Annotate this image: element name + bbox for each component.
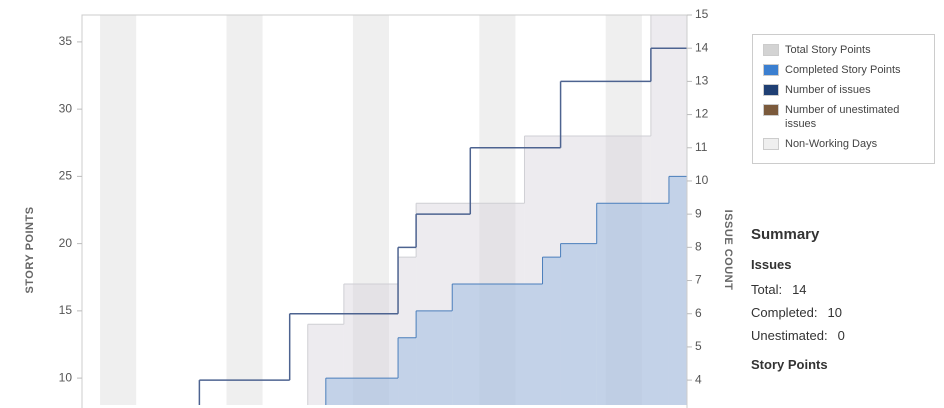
area-step [325, 378, 399, 405]
summary-title: Summary [751, 226, 820, 243]
issues-heading: Issues [751, 257, 792, 272]
legend-label: Non-Working Days [785, 138, 878, 150]
y-axis-title: STORY POINTS [24, 206, 36, 293]
summary-row: Total: 14 [751, 282, 941, 297]
legend-swatch [763, 84, 779, 96]
summary-rows: Total: 14 Completed: 10 Unestimated: 0 [751, 282, 941, 343]
summary-value: 14 [792, 282, 807, 297]
y-tick-label: 25 [59, 169, 73, 183]
legend-item: Non-Working Days [763, 137, 926, 151]
summary-value: 0 [837, 328, 845, 343]
y2-tick-label: 13 [695, 74, 709, 88]
y2-tick-label: 5 [695, 339, 702, 353]
non-working-day [352, 15, 390, 405]
y2-tick-label: 4 [695, 372, 702, 386]
summary-row: Unestimated: 0 [751, 328, 941, 343]
area-step [596, 203, 669, 405]
y2-tick-label: 15 [695, 7, 709, 21]
y-tick-label: 10 [59, 370, 73, 384]
y2-tick-label: 6 [695, 306, 702, 320]
y2-tick-label: 8 [695, 240, 702, 254]
y-tick-label: 20 [59, 236, 73, 250]
points-heading: Story Points [751, 357, 828, 372]
y-tick-label: 30 [59, 101, 73, 115]
area-step [452, 283, 543, 405]
legend-item: Total Story Points [763, 43, 926, 57]
y-tick-label: 15 [59, 303, 73, 317]
area-step [668, 176, 687, 405]
legend: Total Story Points Completed Story Points… [752, 34, 935, 164]
legend-label: Total Story Points [785, 44, 871, 56]
legend-label: Number of issues [785, 84, 871, 96]
summary-key: Total: [751, 282, 783, 297]
non-working-day [100, 15, 137, 405]
y2-tick-label: 11 [695, 140, 708, 154]
y2-tick-label: 7 [695, 273, 702, 287]
summary: Summary Issues Total: 14 Completed: 10 Unest… [751, 226, 941, 382]
legend-label: Completed Story Points [785, 64, 901, 76]
y2-tick-label: 10 [695, 173, 709, 187]
summary-key: Completed: [751, 305, 818, 320]
legend-item: Number of issues [763, 83, 926, 97]
legend-swatch [763, 104, 779, 116]
y-tick-label: 35 [59, 34, 73, 48]
y2-tick-label: 9 [695, 206, 702, 220]
area-step [416, 310, 453, 405]
area-step [398, 337, 417, 405]
legend-item: Number of unestimated issues [763, 103, 926, 131]
legend-swatch [763, 44, 779, 56]
area-step [560, 243, 597, 405]
summary-value: 10 [827, 305, 842, 320]
summary-row: Completed: 10 [751, 305, 941, 320]
legend-swatch [763, 64, 779, 76]
non-working-day [226, 15, 263, 405]
y2-axis-title: ISSUE COUNT [722, 210, 734, 291]
legend-label: Number of unestimated issues [785, 104, 900, 130]
summary-key: Unestimated: [751, 328, 828, 343]
plot-frame [81, 14, 688, 408]
legend-item: Completed Story Points [763, 63, 926, 77]
legend-swatch [763, 138, 779, 150]
y2-tick-label: 12 [695, 107, 709, 121]
area-step [542, 257, 561, 405]
y2-tick-label: 14 [695, 40, 709, 54]
